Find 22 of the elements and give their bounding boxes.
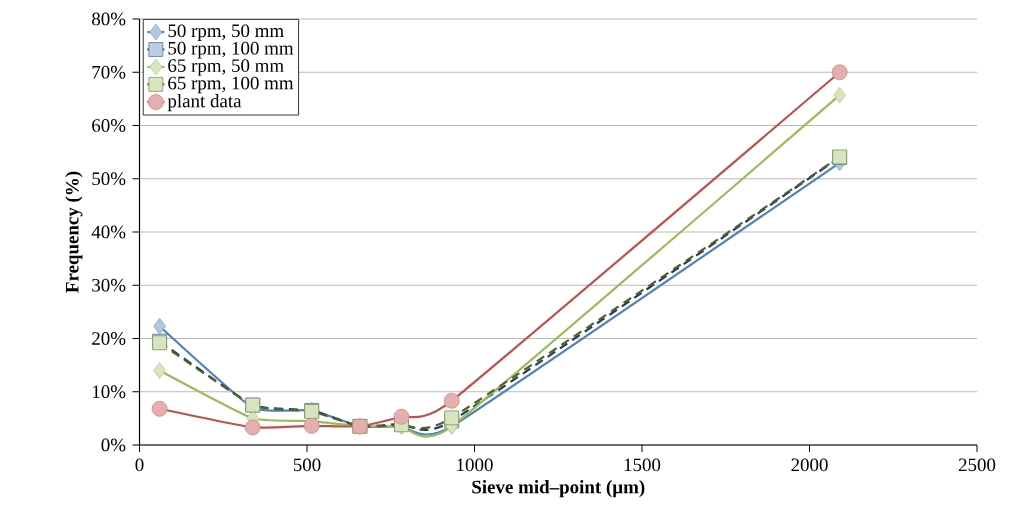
- legend-label: 50 rpm, 100 mm: [168, 41, 294, 59]
- y-tick-label: 50%: [92, 172, 126, 186]
- x-tick-label: 500: [293, 458, 321, 472]
- y-tick-label: 30%: [92, 278, 126, 292]
- x-tick-label: 0: [135, 458, 144, 472]
- x-tick-label: 2500: [958, 458, 996, 472]
- y-tick-label: 0%: [101, 438, 126, 452]
- legend-label: 65 rpm, 50 mm: [168, 59, 284, 76]
- legend-label: 65 rpm, 100 mm: [168, 76, 294, 94]
- y-tick-label: 70%: [92, 65, 126, 79]
- legend-label: plant data: [167, 94, 242, 112]
- y-tick-label: 10%: [92, 385, 126, 399]
- y-tick-label: 80%: [92, 12, 126, 26]
- y-tick-label: 40%: [91, 225, 126, 239]
- x-axis-title: Sieve mid–point (µm): [472, 480, 645, 498]
- x-tick-label: 1000: [457, 458, 493, 472]
- legend-label: 50 rpm, 50 mm: [168, 24, 284, 42]
- x-tick-label: 2000: [791, 458, 828, 472]
- y-axis-title: Frequency (%): [65, 171, 83, 293]
- y-tick-label: 20%: [92, 332, 126, 345]
- y-tick-label: 60%: [92, 119, 126, 132]
- x-tick-label: 1500: [624, 458, 661, 472]
